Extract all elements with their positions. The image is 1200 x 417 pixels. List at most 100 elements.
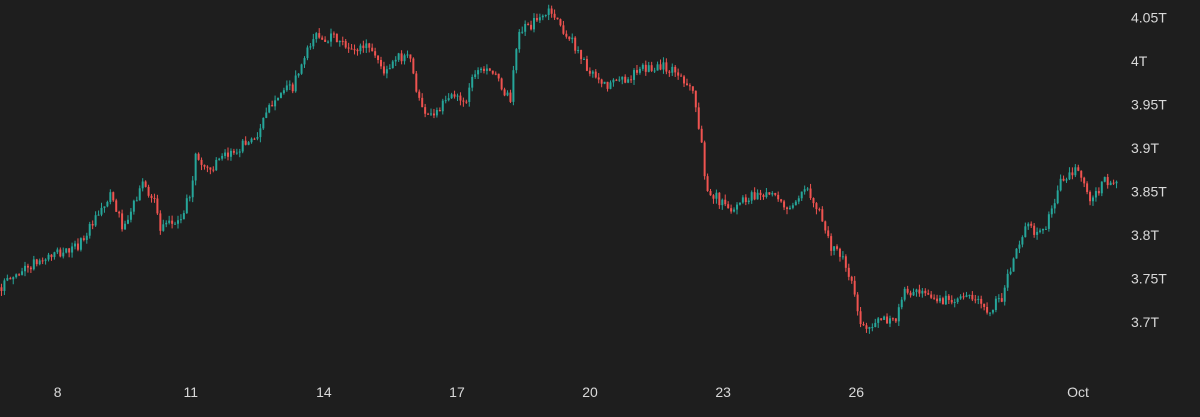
candle-body — [844, 256, 847, 268]
candle-body — [279, 93, 282, 98]
candle-body — [156, 198, 159, 214]
candle — [662, 57, 665, 74]
candle — [488, 67, 491, 72]
candle-body — [912, 292, 915, 296]
candle — [41, 257, 44, 265]
candle-body — [153, 197, 156, 199]
candle — [329, 28, 332, 47]
candle — [891, 317, 894, 322]
candle — [888, 315, 891, 328]
candle — [88, 221, 91, 239]
candle-body — [883, 316, 886, 320]
candle-body — [277, 97, 280, 101]
candle-body — [268, 105, 271, 113]
candle — [659, 59, 662, 71]
candle-body — [515, 49, 518, 71]
candle-body — [924, 290, 927, 294]
candle — [171, 215, 174, 229]
candle-body — [1109, 182, 1112, 186]
candle-body — [541, 15, 544, 18]
candle-body — [1089, 192, 1092, 202]
candle — [185, 194, 188, 214]
candle-body — [647, 65, 650, 72]
candle — [1006, 269, 1009, 291]
candle-body — [56, 249, 59, 253]
candle-body — [886, 316, 889, 324]
candle — [447, 93, 450, 102]
candle — [774, 192, 777, 197]
candle — [515, 48, 518, 74]
candle-body — [1033, 225, 1036, 235]
candle — [432, 108, 435, 119]
candle-body — [633, 70, 636, 80]
candle-body — [983, 303, 986, 307]
candle-body — [591, 71, 594, 74]
candle-body — [112, 192, 115, 201]
candle — [38, 258, 41, 266]
candle — [865, 322, 868, 333]
candle — [809, 183, 812, 200]
candle — [344, 38, 347, 49]
candle-body — [535, 17, 538, 21]
candle — [12, 276, 15, 285]
candle-body — [53, 252, 56, 258]
candle-body — [880, 318, 883, 320]
candle — [303, 56, 306, 68]
candle-body — [944, 295, 947, 305]
candle — [594, 69, 597, 79]
candle-body — [0, 287, 3, 291]
candle — [830, 233, 833, 256]
candle-body — [547, 8, 550, 15]
candle-body — [247, 142, 250, 145]
y-tick-label: 4.05T — [1131, 9, 1167, 25]
price-axis[interactable]: 4.05T 4T 3.95T 3.9T 3.85T 3.8T 3.75T 3.7T — [1131, 9, 1167, 330]
candle — [953, 298, 956, 308]
candle-body — [933, 297, 936, 299]
candle — [327, 40, 330, 44]
candle — [600, 78, 603, 88]
candle — [71, 242, 74, 258]
candle — [394, 56, 397, 67]
candle — [1012, 257, 1015, 272]
candle-body — [791, 205, 794, 208]
candle — [232, 148, 235, 155]
candle-body — [474, 74, 477, 78]
candle-body — [421, 97, 424, 108]
candle — [94, 211, 97, 227]
candle-body — [506, 92, 509, 96]
candle-body — [553, 13, 556, 18]
candle — [474, 70, 477, 80]
candle — [635, 64, 638, 76]
candle-body — [733, 209, 736, 212]
x-tick-label: 26 — [848, 384, 864, 400]
candle — [85, 232, 88, 244]
candle-body — [115, 200, 118, 212]
candle-body — [906, 288, 909, 293]
candle-body — [347, 47, 350, 49]
candle-body — [303, 58, 306, 65]
candle-body — [38, 260, 41, 265]
candle-body — [1053, 203, 1056, 209]
candle — [174, 221, 177, 225]
candle-body — [809, 188, 812, 199]
candle — [712, 194, 715, 204]
candle — [503, 87, 506, 97]
candle — [977, 295, 980, 305]
candle-body — [677, 72, 680, 76]
candle — [1103, 176, 1106, 183]
candle-body — [1030, 223, 1033, 226]
candle — [465, 99, 468, 104]
candle-body — [874, 322, 877, 328]
candle-body — [859, 311, 862, 325]
candle — [762, 193, 765, 200]
candle — [1018, 240, 1021, 254]
candle — [585, 55, 588, 72]
x-tick-label: 23 — [715, 384, 731, 400]
time-axis[interactable]: 8 11 14 17 20 23 26 Oct — [54, 384, 1089, 400]
candle-body — [179, 219, 182, 221]
candle-body — [965, 295, 968, 297]
candle — [577, 46, 580, 54]
candle — [400, 50, 403, 65]
